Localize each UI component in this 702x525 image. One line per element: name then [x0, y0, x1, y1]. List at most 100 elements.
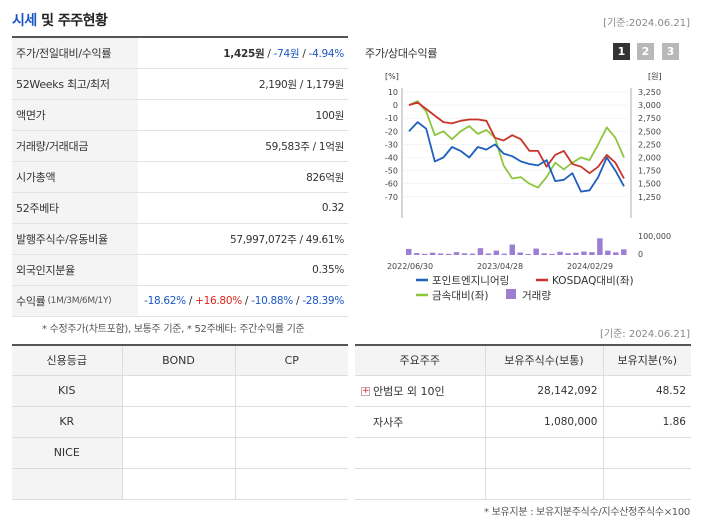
- summary-label: 액면가: [12, 100, 138, 130]
- volume-bars: [406, 238, 627, 255]
- credit-bond: [121, 437, 235, 469]
- legend-label: 금속대비(좌): [432, 290, 489, 302]
- right-tick-label: 2,500: [638, 127, 661, 136]
- x-tick-label: 2024/02/29: [567, 262, 613, 271]
- price-relative-return-chart: [%] [원] 10 0 -10 -20 -30 -40 -50 -60 -70 3,250 3,0…: [385, 72, 671, 302]
- summary-value: 100원: [315, 109, 344, 122]
- current-price: 1,425원: [223, 47, 265, 60]
- summary-label: 거래량/거래대금: [12, 131, 138, 161]
- summary-footnote: * 수정주가(차트포함), 보통주 기준, * 52주베타: 주간수익률 기준: [42, 324, 305, 335]
- volume-bar: [437, 253, 444, 255]
- credit-agency: KIS: [12, 375, 122, 407]
- holder-shares: 28,142,092: [484, 375, 603, 407]
- series-line: [408, 121, 625, 193]
- credit-cp: [234, 468, 348, 500]
- credit-bond: [121, 375, 235, 407]
- summary-value: 0.32: [321, 202, 344, 214]
- series-lines: [408, 100, 625, 193]
- chart-tab-3[interactable]: 3: [662, 43, 679, 60]
- summary-label: 52Weeks 최고/최저: [12, 69, 138, 99]
- separator: /: [264, 47, 274, 60]
- separator: /: [295, 295, 303, 307]
- holder-row: + 안범모 외 10인 28,142,092 48.52: [355, 375, 691, 407]
- title-rest: 및 주주현황: [36, 13, 108, 29]
- x-tick-label: 2022/06/30: [387, 262, 433, 271]
- volume-bar: [621, 249, 627, 255]
- left-tick-label: 0: [393, 101, 398, 110]
- holder-name-cell: 자사주: [355, 406, 485, 438]
- holder-name: 자사주: [373, 415, 404, 429]
- volume-bar: [613, 252, 619, 255]
- return-6m: -10.88%: [251, 295, 293, 307]
- right-tick-label: 2,000: [638, 154, 661, 163]
- series-line: [408, 101, 625, 179]
- summary-label: 시가총액: [12, 162, 138, 192]
- volume-bar: [557, 251, 563, 255]
- holder-name-cell: + 안범모 외 10인: [355, 375, 485, 407]
- volume-bar: [509, 244, 515, 255]
- credit-bond: [121, 468, 235, 500]
- volume-bar: [541, 253, 547, 255]
- return-1m: -18.62%: [144, 295, 186, 307]
- right-tick-label: 3,000: [638, 101, 661, 110]
- summary-value: -18.62% / +16.80% / -10.88% / -28.39%: [138, 295, 348, 307]
- separator: /: [299, 47, 309, 60]
- credit-cp: [234, 406, 348, 438]
- title-highlight: 시세: [12, 13, 37, 29]
- holders-header: 보유주식수(보통): [484, 345, 603, 376]
- credit-row: NICE: [12, 437, 348, 469]
- left-tick-label: -60: [385, 180, 398, 189]
- credit-header: CP: [234, 345, 348, 376]
- credit-bond: [121, 406, 235, 438]
- page-title: 시세 및 주주현황: [12, 10, 108, 30]
- summary-row-par: 액면가 100원: [12, 100, 348, 131]
- right-tick-label: 1,250: [638, 193, 661, 202]
- chart-tab-2[interactable]: 2: [637, 43, 654, 60]
- chart-tab-1[interactable]: 1: [613, 43, 630, 60]
- volume-bar: [565, 253, 571, 255]
- credit-agency: NICE: [12, 437, 122, 469]
- volume-tick-label: 0: [638, 250, 643, 259]
- summary-value: 0.35%: [312, 264, 344, 276]
- chart-reference-date: [기준: 2024.06.21]: [599, 329, 690, 340]
- left-tick-label: -40: [385, 154, 398, 163]
- credit-cp: [234, 437, 348, 469]
- volume-bar: [525, 254, 531, 255]
- summary-value: 1,425원 / -74원 / -4.94%: [138, 46, 348, 61]
- reference-date: [기준:2024.06.21]: [603, 18, 690, 29]
- holder-shares: 1,080,000: [484, 406, 603, 438]
- volume-bar: [485, 253, 492, 255]
- volume-bar: [581, 251, 587, 255]
- volume-bar: [477, 248, 484, 255]
- credit-row: KR: [12, 406, 348, 438]
- holders-header: 보유지분(%): [602, 345, 691, 376]
- volume-bar: [421, 253, 428, 255]
- summary-row-price: 주가/전일대비/수익률 1,425원 / -74원 / -4.94%: [12, 38, 348, 69]
- summary-label: 주가/전일대비/수익률: [12, 38, 138, 68]
- left-tick-label: -20: [385, 127, 398, 136]
- holders-footnote: * 보유지분 : 보유지분주식수/지수산정주식수×100: [484, 507, 690, 518]
- right-tick-label: 3,250: [638, 88, 661, 97]
- volume-bar: [445, 253, 452, 255]
- credit-header-row: 신용등급 BOND CP: [12, 345, 348, 376]
- credit-header: 신용등급: [12, 345, 122, 376]
- volume-bar: [461, 253, 468, 255]
- holders-header: 주요주주: [355, 345, 485, 376]
- volume-bar: [413, 253, 420, 255]
- expand-plus-icon[interactable]: +: [361, 386, 370, 396]
- summary-value: 2,190원 / 1,179원: [258, 78, 344, 91]
- returns-label: 수익률: [16, 295, 46, 308]
- series-line: [408, 100, 625, 189]
- volume-bar: [549, 253, 555, 255]
- chart-title: 주가/상대수익률: [365, 47, 438, 60]
- right-tick-label: 2,250: [638, 140, 661, 149]
- holder-pct: 1.86: [602, 406, 691, 438]
- holder-row-empty: [355, 468, 691, 500]
- summary-value: 826억원: [306, 171, 344, 184]
- credit-agency: KR: [12, 406, 122, 438]
- holder-pct: 48.52: [602, 375, 691, 407]
- left-axis-unit: [%]: [385, 72, 399, 81]
- credit-cp: [234, 375, 348, 407]
- left-tick-label: -30: [385, 140, 398, 149]
- summary-label: 52주베타: [12, 193, 138, 223]
